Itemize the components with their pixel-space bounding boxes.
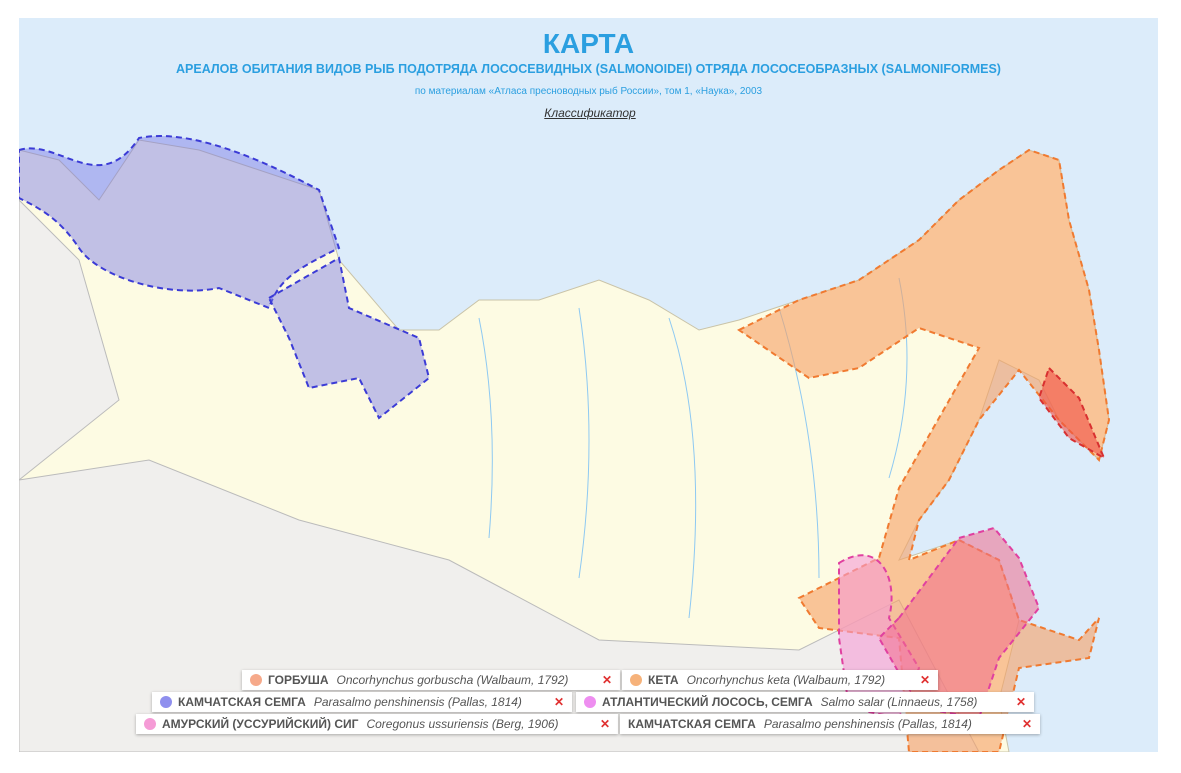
remove-button[interactable]: ✕ bbox=[1015, 695, 1026, 709]
species-latin: Oncorhynchus gorbuscha (Walbaum, 1792) bbox=[336, 673, 569, 687]
legend-dot bbox=[584, 696, 596, 708]
remove-button[interactable]: ✕ bbox=[1021, 717, 1032, 731]
species-name: КАМЧАТСКАЯ СЕМГА bbox=[628, 717, 756, 731]
legend-item: ГОРБУША Oncorhynchus gorbuscha (Walbaum, … bbox=[242, 670, 620, 690]
legend-item: АМУРСКИЙ (УССУРИЙСКИЙ) СИГ Coregonus ussu… bbox=[136, 714, 618, 734]
legend-dot bbox=[160, 696, 172, 708]
legend-dot bbox=[630, 674, 642, 686]
legend-item: АТЛАНТИЧЕСКИЙ ЛОСОСЬ, СЕМГА Salmo salar (… bbox=[576, 692, 1034, 712]
species-latin: Coregonus ussuriensis (Berg, 1906) bbox=[366, 717, 559, 731]
remove-button[interactable]: ✕ bbox=[599, 717, 610, 731]
legend-dot bbox=[144, 718, 156, 730]
legend-item: КЕТА Oncorhynchus keta (Walbaum, 1792) ✕ bbox=[622, 670, 938, 690]
legend-item: КАМЧАТСКАЯ СЕМГА Parasalmo penshinensis (… bbox=[152, 692, 572, 712]
species-name: КАМЧАТСКАЯ СЕМГА bbox=[178, 695, 306, 709]
title: КАРТА bbox=[542, 28, 635, 59]
species-latin: Salmo salar (Linnaeus, 1758) bbox=[820, 695, 978, 709]
remove-button[interactable]: ✕ bbox=[919, 673, 930, 687]
species-latin: Parasalmo penshinensis (Pallas, 1814) bbox=[313, 695, 522, 709]
range-keta bbox=[737, 148, 1111, 752]
range-gorbusha bbox=[1037, 366, 1107, 461]
europe bbox=[19, 199, 120, 481]
remove-button[interactable]: ✕ bbox=[553, 695, 564, 709]
rivers bbox=[478, 277, 908, 619]
map bbox=[19, 18, 1158, 752]
remove-button[interactable]: ✕ bbox=[601, 673, 612, 687]
range-kamchatka-semga bbox=[19, 135, 341, 310]
classifier-link[interactable]: Классификатор bbox=[544, 106, 636, 120]
legend-dot bbox=[250, 674, 262, 686]
subtitle: АРЕАЛОВ ОБИТАНИЯ ВИДОВ РЫБ ПОДОТРЯДА ЛОС… bbox=[176, 62, 1001, 76]
species-name: ГОРБУША bbox=[268, 673, 329, 687]
species-name: АТЛАНТИЧЕСКИЙ ЛОСОСЬ, СЕМГА bbox=[602, 695, 813, 709]
source: по материалам «Атласа пресноводных рыб Р… bbox=[414, 86, 763, 97]
species-latin: Oncorhynchus keta (Walbaum, 1792) bbox=[686, 673, 886, 687]
species-latin: Parasalmo penshinensis (Pallas, 1814) bbox=[763, 717, 972, 731]
species-name: АМУРСКИЙ (УССУРИЙСКИЙ) СИГ bbox=[162, 717, 359, 731]
legend-item: КАМЧАТСКАЯ СЕМГА Parasalmo penshinensis (… bbox=[620, 714, 1040, 734]
range-kamchatka-semga-2 bbox=[267, 256, 431, 420]
species-name: КЕТА bbox=[648, 673, 679, 687]
